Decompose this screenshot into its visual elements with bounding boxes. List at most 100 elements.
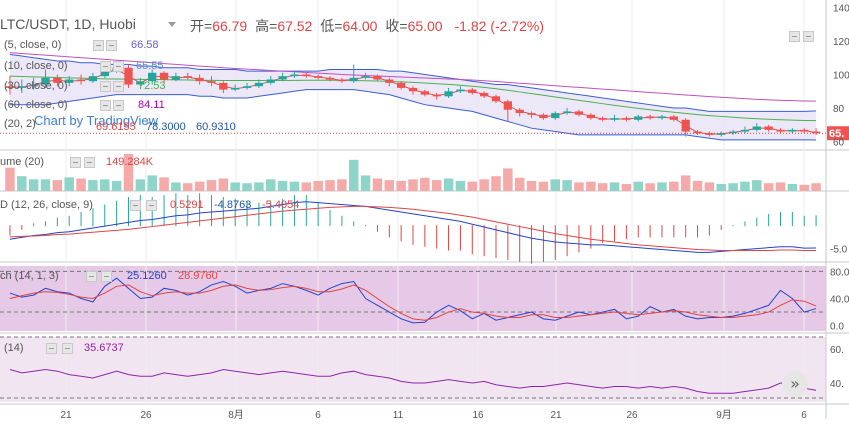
legend-volume[interactable]: ume (20)	[0, 156, 44, 168]
close-label: 收=	[385, 18, 408, 34]
macd-settings-icon[interactable]	[130, 200, 141, 211]
tradingview-watermark[interactable]: Chart by TradingView	[34, 113, 159, 128]
legend-ma5[interactable]: (5, close, 0)	[4, 39, 61, 51]
stoch-k-line	[9, 277, 817, 324]
candle-body	[562, 111, 572, 114]
rsi-tick-label: 60.	[830, 345, 844, 356]
ma60-line	[9, 52, 817, 102]
rsi-settings-icon[interactable]	[46, 343, 57, 354]
volume-bar	[586, 181, 596, 191]
close-value: 65.00	[407, 18, 443, 34]
volume-bar	[503, 168, 513, 191]
bollinger-lower	[9, 89, 817, 141]
macd-close-icon[interactable]	[146, 200, 157, 211]
ma60-settings-icon[interactable]	[100, 100, 111, 111]
ma10-close-icon[interactable]	[113, 61, 124, 72]
stoch-value-2: 28.9760	[178, 270, 218, 282]
rsi-close-icon[interactable]	[62, 343, 73, 354]
candle-body	[53, 77, 62, 83]
volume-bar	[514, 177, 525, 191]
settings-icon-top[interactable]	[789, 31, 800, 42]
ma30-settings-icon[interactable]	[100, 81, 111, 92]
candle-body	[17, 86, 26, 88]
candle-body	[171, 76, 181, 80]
legend-macd[interactable]: D (12, 26, close, 9)	[0, 199, 93, 211]
candle-body	[503, 101, 512, 110]
bollinger-upper	[9, 53, 817, 112]
candle-body	[752, 126, 761, 130]
legend-ma10[interactable]: (10, close, 0)	[4, 60, 68, 72]
candle-body	[420, 91, 430, 95]
candle-body	[444, 91, 453, 97]
volume-bar	[431, 180, 442, 191]
ma5-label: (5, close, 0)	[4, 39, 62, 51]
volume-bar	[692, 180, 703, 191]
price-tick-label: 100	[833, 70, 849, 81]
legend-stoch[interactable]: ch (14, 1, 3)	[0, 270, 59, 282]
bb-label: (20, 2)	[4, 118, 36, 130]
candle-body	[622, 118, 631, 120]
price-tick-label: 140	[833, 3, 849, 14]
open-value: 66.79	[212, 18, 248, 34]
candle-body	[242, 86, 252, 88]
ma10-settings-icon[interactable]	[100, 61, 111, 72]
ma5-close-icon[interactable]	[106, 40, 117, 51]
rsi-value: 35.6737	[84, 342, 124, 354]
x-tick-label: 26	[140, 410, 152, 419]
candle-body	[574, 111, 584, 115]
legend-rsi[interactable]: (14)	[4, 342, 24, 354]
volume-bar	[76, 178, 86, 191]
volume-bar	[763, 183, 774, 191]
volume-settings-icon[interactable]	[70, 157, 81, 168]
volume-bar	[348, 159, 359, 191]
symbol-dropdown-icon[interactable]	[168, 22, 176, 27]
candle-body	[479, 92, 489, 97]
ma60-value: 84.11	[138, 99, 165, 111]
volume-bar	[740, 181, 750, 191]
legend-ma30[interactable]: (30, close, 0)	[4, 80, 68, 92]
volume-label: ume (20)	[0, 156, 45, 168]
volume-bar	[337, 179, 347, 191]
ma60-close-icon[interactable]	[113, 100, 124, 111]
stoch-close-icon[interactable]	[101, 271, 112, 282]
x-tick-label: 6	[801, 410, 807, 419]
price-tick-label: 80	[833, 104, 845, 115]
candle-body	[693, 131, 702, 134]
ma30-close-icon[interactable]	[113, 81, 124, 92]
macd-value-1: 0.5291	[170, 199, 204, 211]
x-tick-label: 9月	[716, 409, 732, 419]
legend-bb[interactable]: (20, 2)	[4, 118, 36, 130]
macd-line	[9, 201, 817, 253]
ma10-value: 65.55	[136, 60, 164, 72]
candle-body	[314, 76, 323, 78]
candle-body	[456, 89, 465, 92]
price-tick-label: 60	[833, 138, 845, 149]
volume-bar	[301, 182, 312, 191]
close-icon-top[interactable]	[803, 31, 814, 42]
bb-value-2: 78.3000	[146, 121, 186, 133]
candle-body	[195, 77, 204, 82]
candle-body	[728, 131, 738, 134]
scroll-right-button[interactable]: »	[782, 371, 808, 397]
legend-ma60[interactable]: (60, close, 0)	[4, 99, 68, 111]
stoch-settings-icon[interactable]	[86, 271, 97, 282]
volume-bar	[147, 175, 157, 191]
volume-bar	[135, 179, 146, 191]
ma5-settings-icon[interactable]	[93, 40, 104, 51]
x-tick-label: 21	[550, 410, 562, 419]
candle-body	[800, 129, 809, 132]
price-tick-label: 120	[833, 37, 849, 48]
candle-body	[491, 96, 501, 102]
volume-bar	[254, 182, 264, 191]
volume-bars	[5, 154, 821, 191]
volume-bar	[752, 180, 762, 191]
stoch-tick-label: 80.0	[830, 267, 849, 278]
volume-close-icon[interactable]	[84, 157, 95, 168]
symbol-title[interactable]: LTC/USDT, 1D, Huobi	[0, 16, 136, 32]
volume-bar	[100, 179, 110, 191]
candles	[5, 64, 821, 137]
candle-body	[657, 116, 667, 119]
candle-body	[349, 77, 358, 82]
